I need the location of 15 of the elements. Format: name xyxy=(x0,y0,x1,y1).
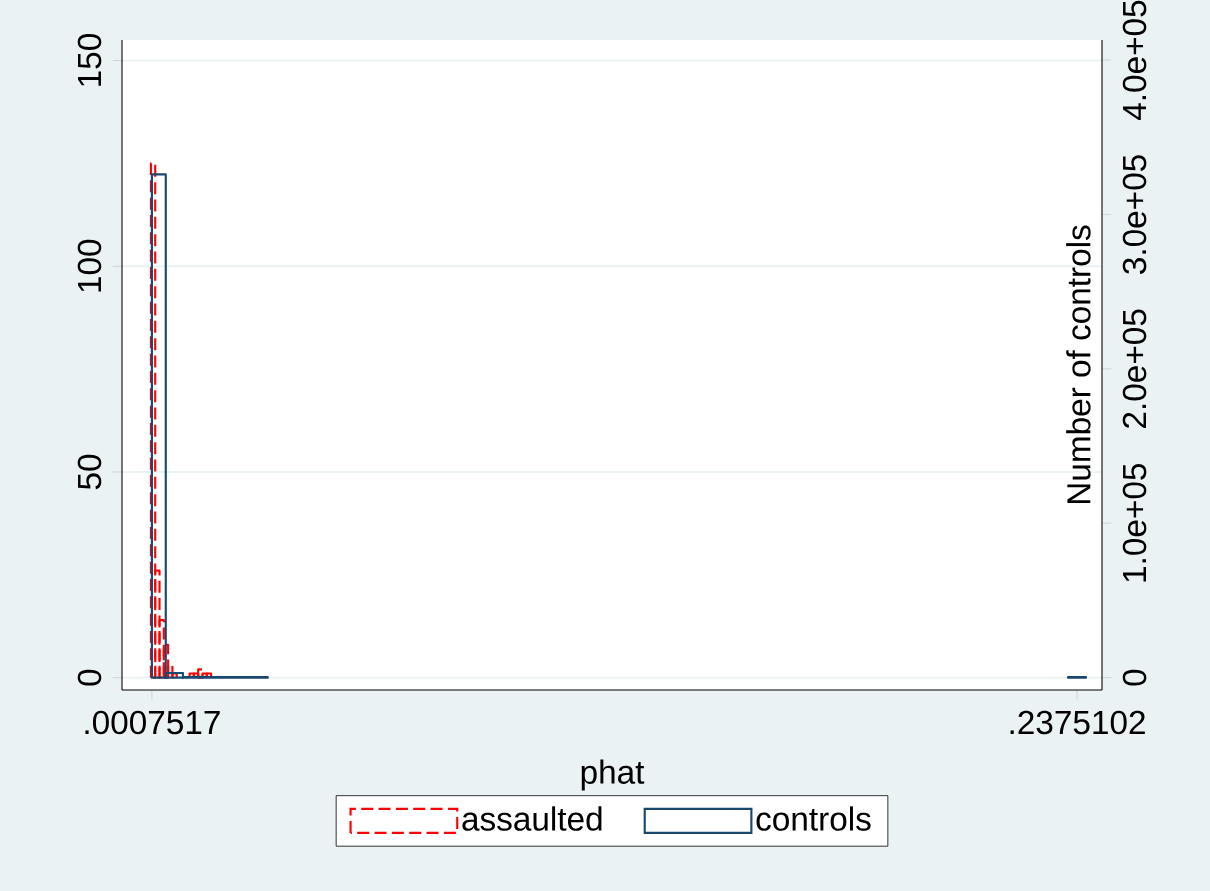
legend-label: assaulted xyxy=(462,806,602,831)
y-tick-label: 0 xyxy=(77,669,102,686)
y-tick-label: 50 xyxy=(77,454,102,490)
y2-tick-label: 0 xyxy=(1122,669,1147,686)
x-tick-label: .0007517 xyxy=(85,710,220,735)
y2-tick-label: 1.0e+05 xyxy=(1122,463,1147,582)
x-tick-label: .2375102 xyxy=(1010,710,1145,735)
y-tick-label: 100 xyxy=(77,239,102,292)
x-axis-title: phat xyxy=(581,759,645,791)
legend-label: controls xyxy=(756,806,871,831)
y2-tick-label: 3.0e+05 xyxy=(1122,155,1147,274)
y-tick-label: 150 xyxy=(77,34,102,86)
y2-axis-title: Number of controls xyxy=(1066,225,1091,504)
y2-tick-label: 2.0e+05 xyxy=(1122,309,1147,428)
y2-tick-label: 4.0e+05 xyxy=(1122,0,1147,120)
